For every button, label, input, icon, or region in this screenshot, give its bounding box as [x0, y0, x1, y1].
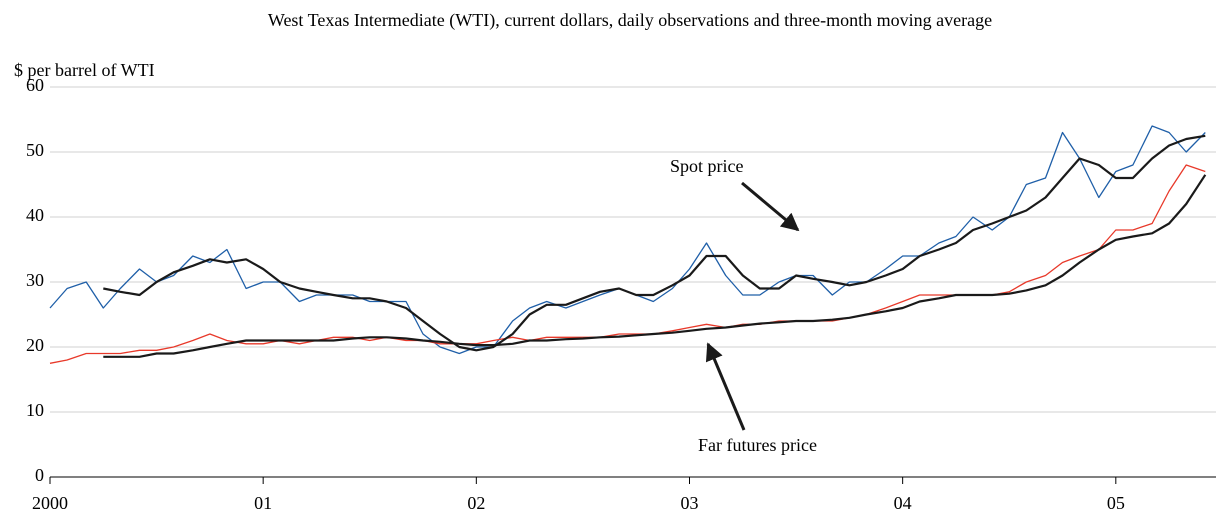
chart-title: West Texas Intermediate (WTI), current d…: [268, 10, 992, 31]
y-tick-label: 0: [35, 465, 44, 485]
y-tick-label: 40: [26, 205, 44, 225]
annotation-arrow: [705, 342, 746, 431]
plot-area: 0 10 20 30 40 50 60 2000 01 02 03 04 05: [26, 75, 1216, 513]
y-axis-label: $ per barrel of WTI: [14, 60, 155, 80]
series-line: [49, 125, 1206, 355]
series-line: [103, 134, 1206, 352]
x-tick-label: 03: [680, 493, 698, 513]
y-tick-label: 20: [26, 335, 44, 355]
x-tick-label: 01: [254, 493, 272, 513]
y-tick-label: 10: [26, 400, 44, 420]
x-tick-label: 04: [894, 493, 912, 513]
x-tick-label: 2000: [32, 493, 68, 513]
series-line: [103, 174, 1207, 358]
y-tick-label: 60: [26, 75, 44, 95]
x-tick-label: 02: [467, 493, 485, 513]
annotation-arrow: [741, 181, 800, 232]
y-tick-label: 50: [26, 140, 44, 160]
x-tick-label: 05: [1107, 493, 1125, 513]
annotation: Far futures price: [698, 435, 817, 455]
series-line: [49, 164, 1206, 364]
annotation: Spot price: [670, 156, 744, 176]
y-tick-label: 30: [26, 270, 44, 290]
